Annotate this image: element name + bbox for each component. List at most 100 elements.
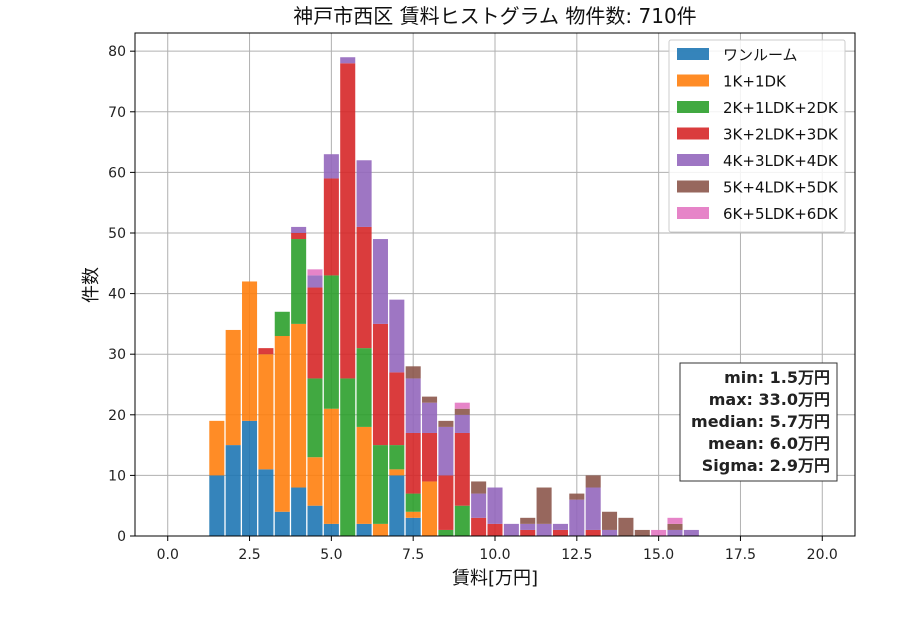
stat-min: min: 1.5万円: [724, 368, 830, 387]
bar-segment: [405, 511, 421, 518]
stat-sigma: Sigma: 2.9万円: [702, 456, 830, 475]
y-tick-label: 0: [117, 529, 126, 545]
bar-segment: [323, 408, 339, 524]
bar-segment: [372, 523, 388, 536]
x-tick-label: 15.0: [643, 547, 674, 563]
bar-segment: [356, 226, 372, 349]
bar-segment: [585, 475, 601, 488]
x-axis-label: 賃料[万円]: [452, 568, 538, 589]
bar-segment: [307, 287, 323, 379]
bar-segment: [291, 232, 307, 240]
bar-segment: [340, 63, 356, 379]
bar-segment: [536, 523, 552, 536]
bar-segment: [454, 414, 470, 433]
bar-segment: [372, 323, 388, 446]
bar-segment: [323, 154, 339, 179]
bar-segment: [405, 432, 421, 494]
bar-segment: [487, 523, 503, 536]
bar-segment: [569, 499, 585, 536]
bar-segment: [225, 329, 241, 446]
legend-label: 3K+2LDK+3DK: [723, 126, 839, 144]
legend-label: 4K+3LDK+4DK: [723, 152, 839, 170]
bar-segment: [585, 487, 601, 530]
bar-segment: [405, 378, 421, 433]
bar-segment: [422, 432, 438, 482]
bar-segment: [389, 469, 405, 476]
bar-segment: [569, 493, 585, 500]
bar-segment: [405, 493, 421, 512]
legend-swatch: [677, 207, 709, 219]
bar-segment: [454, 408, 470, 415]
bar-segment: [291, 323, 307, 488]
bar-segment: [438, 529, 454, 536]
bar-segment: [356, 160, 372, 227]
y-tick-label: 40: [108, 287, 126, 303]
bar-segment: [667, 517, 683, 524]
bar-segment: [520, 517, 536, 524]
bar-segment: [307, 457, 323, 506]
legend-label: 5K+4LDK+5DK: [723, 179, 839, 197]
bar-segment: [340, 57, 356, 64]
x-tick-label: 5.0: [320, 547, 342, 563]
bar-segment: [307, 505, 323, 536]
y-axis-ticks: 0 10 20 30 40 50 60 70 80: [108, 44, 135, 545]
bar-segment: [389, 372, 405, 446]
bar-segment: [552, 529, 568, 536]
y-tick-label: 70: [108, 105, 126, 121]
x-tick-label: 0.0: [157, 547, 179, 563]
bar-segment: [602, 511, 618, 530]
bar-segment: [291, 487, 307, 536]
bar-segment: [209, 420, 225, 476]
bar-segment: [602, 529, 618, 536]
bar-segment: [454, 432, 470, 506]
stats-frame: [679, 362, 838, 482]
bar-segment: [389, 445, 405, 470]
x-tick-label: 10.0: [479, 547, 510, 563]
chart-title: 神戸市西区 賃料ヒストグラム 物件数: 710件: [293, 4, 696, 28]
bar-segment: [438, 426, 454, 476]
legend-label: 6K+5LDK+6DK: [723, 205, 839, 223]
bar-segment: [372, 239, 388, 324]
legend: ワンルーム 1K+1DK 2K+1LDK+2DK 3K+2LDK+3DK 4K+3LDK…: [668, 39, 846, 233]
bar-segment: [454, 505, 470, 536]
bar-segment: [307, 275, 323, 288]
y-tick-label: 80: [108, 44, 126, 60]
legend-swatch: [677, 154, 709, 166]
bar-segment: [503, 523, 519, 536]
bar-segment: [471, 517, 487, 536]
bar-segment: [323, 178, 339, 276]
legend-label: 1K+1DK: [723, 73, 787, 91]
stat-max: max: 33.0万円: [709, 390, 830, 409]
bar-segment: [454, 402, 470, 409]
bar-segment: [667, 523, 683, 530]
legend-swatch: [677, 74, 709, 87]
bar-segment: [683, 529, 699, 536]
bar-segment: [258, 348, 274, 355]
bar-segment: [471, 493, 487, 518]
bar-segment: [274, 511, 290, 536]
bar-segment: [438, 475, 454, 530]
bar-segment: [487, 487, 503, 524]
bar-segment: [422, 481, 438, 536]
x-tick-label: 7.5: [402, 547, 424, 563]
bar-segment: [422, 396, 438, 403]
bar-segment: [323, 523, 339, 536]
bar-segment: [405, 366, 421, 379]
legend-swatch: [677, 127, 709, 140]
bar-segment: [520, 529, 536, 536]
y-tick-label: 10: [108, 468, 126, 484]
bar-segment: [225, 445, 241, 536]
legend-frame: [668, 39, 846, 233]
bar-segment: [438, 420, 454, 427]
legend-label: ワンルーム: [723, 46, 798, 64]
stat-median: median: 5.7万円: [691, 412, 830, 431]
bar-segment: [307, 269, 323, 276]
bar-segment: [258, 469, 274, 536]
y-tick-label: 60: [108, 165, 126, 181]
bar-segment: [258, 354, 274, 470]
y-axis-label: 件数: [81, 267, 102, 303]
bar-segment: [242, 420, 258, 536]
bar-segment: [536, 487, 552, 524]
bar-segment: [356, 348, 372, 427]
